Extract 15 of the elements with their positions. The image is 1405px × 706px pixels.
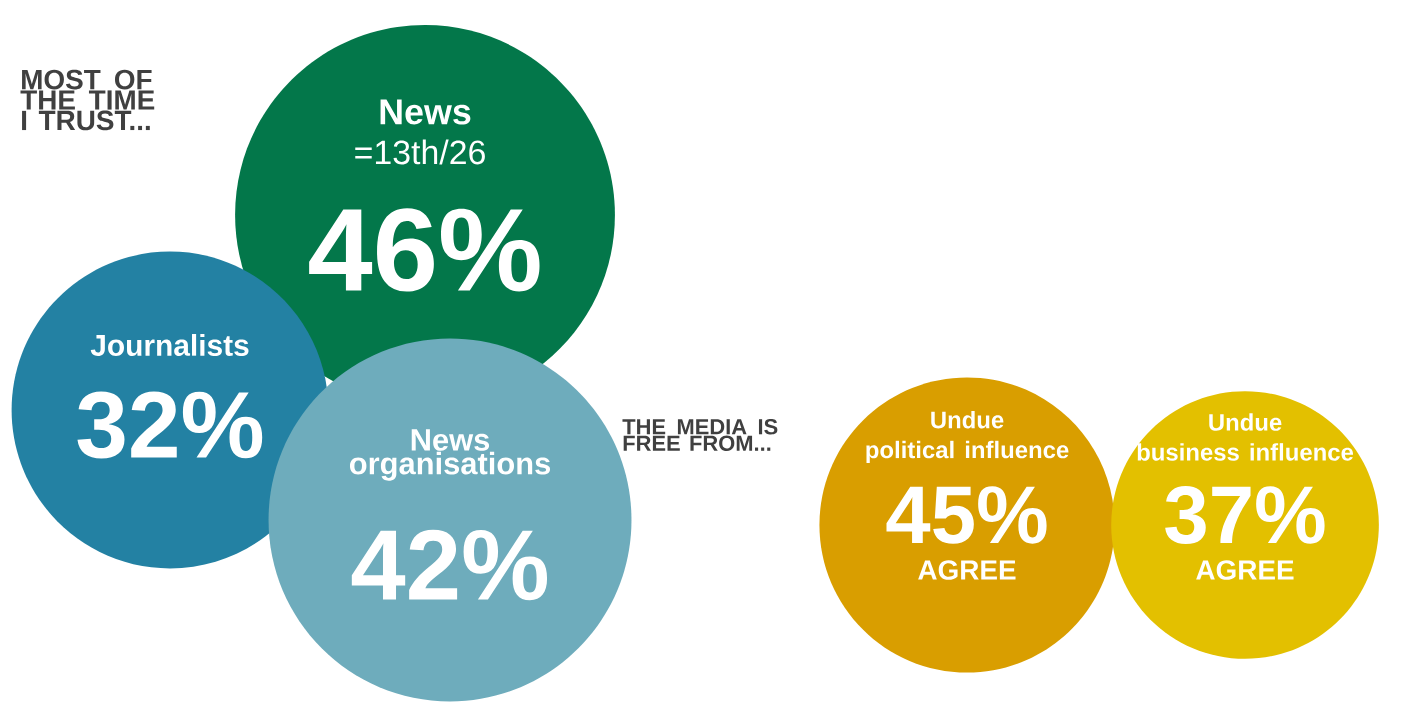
category-label: Journalists bbox=[90, 334, 249, 356]
data-label: 45% bbox=[886, 486, 1047, 544]
category-label: Undue business influence bbox=[1137, 413, 1354, 461]
data-label: 42% bbox=[351, 529, 548, 601]
category-label: News bbox=[380, 99, 471, 125]
text: =13th/26 bbox=[355, 139, 485, 165]
data-label: 46% bbox=[309, 208, 540, 292]
category-label: News organisations bbox=[349, 429, 550, 481]
text: AGREE bbox=[918, 560, 1016, 580]
text: THE MEDIA IS FREE FROM... bbox=[622, 418, 778, 452]
data-label: 32% bbox=[77, 391, 263, 459]
data-label: 37% bbox=[1165, 486, 1325, 544]
text: MOST OF THE TIME I TRUST... bbox=[20, 69, 155, 131]
text: AGREE bbox=[1196, 560, 1294, 580]
category-label: Undue political influence bbox=[866, 410, 1069, 464]
